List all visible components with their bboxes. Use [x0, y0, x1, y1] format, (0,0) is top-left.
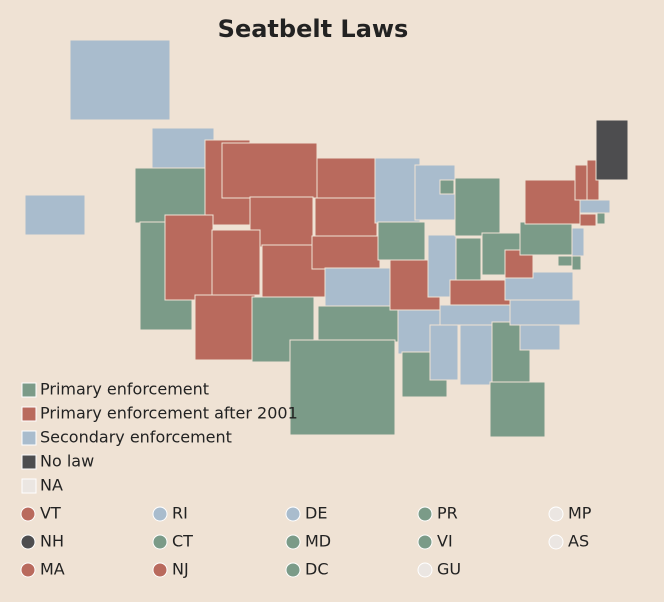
- state: [314, 197, 378, 237]
- territory-marker: [548, 506, 564, 522]
- territory-marker: [152, 534, 168, 550]
- state: [324, 267, 398, 307]
- territory-marker: [417, 506, 433, 522]
- territory-label: NJ: [172, 560, 189, 579]
- state: [595, 119, 629, 181]
- territory-marker: [548, 534, 564, 550]
- territory-label: MA: [40, 560, 65, 579]
- state: [24, 194, 86, 236]
- state: [374, 157, 421, 224]
- state: [459, 324, 493, 386]
- state: [524, 179, 584, 225]
- state: [377, 221, 426, 261]
- state: [429, 324, 459, 381]
- territory-marker: [20, 534, 36, 550]
- legend-label: Primary enforcement after 2001: [40, 404, 298, 423]
- legend-swatch: [21, 430, 37, 446]
- territory-label: RI: [172, 504, 188, 523]
- territory-label: MP: [568, 504, 592, 523]
- territory-marker: [20, 506, 36, 522]
- legend-label: No law: [40, 452, 94, 471]
- state: [211, 229, 261, 296]
- territory-marker: [20, 562, 36, 578]
- state: [579, 213, 597, 227]
- state: [574, 164, 588, 201]
- state: [439, 179, 455, 195]
- legend-label: Secondary enforcement: [40, 428, 232, 447]
- legend-label: NA: [40, 476, 63, 495]
- territory-marker: [285, 562, 301, 578]
- territory-label: DE: [305, 504, 327, 523]
- territory-label: NH: [40, 532, 64, 551]
- state: [579, 199, 611, 214]
- state: [194, 294, 256, 361]
- territory-label: MD: [305, 532, 331, 551]
- territory-label: VI: [437, 532, 453, 551]
- territory-marker: [152, 562, 168, 578]
- territory-marker: [152, 506, 168, 522]
- state: [311, 235, 381, 270]
- state: [571, 227, 585, 257]
- state: [509, 299, 581, 326]
- us-map: [24, 39, 629, 438]
- legend-swatch: [21, 406, 37, 422]
- legend-swatch: [21, 382, 37, 398]
- title: Seatbelt Laws: [218, 15, 409, 43]
- legend-swatch: [21, 454, 37, 470]
- state: [519, 221, 573, 256]
- territory-marker: [285, 534, 301, 550]
- legend-swatch: [21, 478, 37, 494]
- territory-marker: [417, 534, 433, 550]
- state: [596, 211, 606, 225]
- territory-label: VT: [40, 504, 61, 523]
- territory-marker: [417, 562, 433, 578]
- state: [489, 381, 546, 438]
- territory-label: GU: [437, 560, 461, 579]
- territories: VT RI DE PR MP NH CT MD VI AS MA NJ DC GU: [20, 504, 592, 579]
- territory-label: AS: [568, 532, 589, 551]
- state: [317, 305, 401, 343]
- state: [454, 177, 501, 237]
- territory-label: PR: [437, 504, 458, 523]
- state: [151, 127, 215, 174]
- legend-label: Primary enforcement: [40, 380, 209, 399]
- state: [289, 339, 396, 436]
- legend: Primary enforcement Primary enforcement a…: [21, 380, 298, 495]
- state: [69, 39, 171, 121]
- state: [164, 214, 214, 301]
- state: [316, 157, 376, 199]
- territory-marker: [285, 506, 301, 522]
- state: [221, 142, 318, 199]
- territory-label: CT: [172, 532, 193, 551]
- state: [134, 167, 208, 224]
- territory-label: DC: [305, 560, 329, 579]
